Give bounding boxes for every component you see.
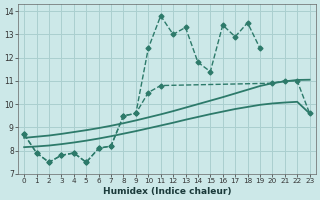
X-axis label: Humidex (Indice chaleur): Humidex (Indice chaleur) bbox=[103, 187, 231, 196]
